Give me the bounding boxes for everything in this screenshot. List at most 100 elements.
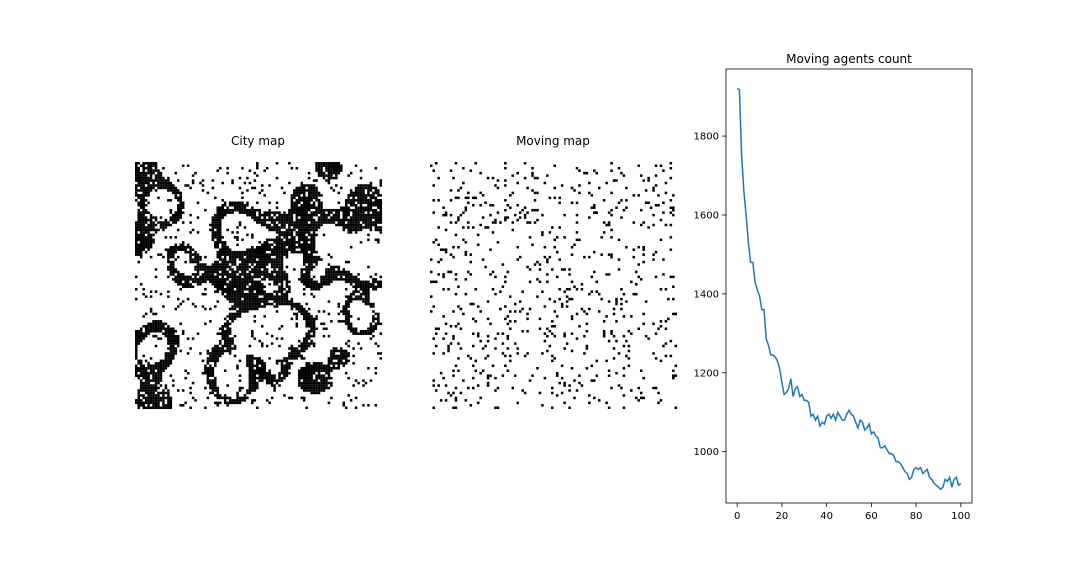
grid-cell bbox=[285, 297, 289, 301]
grid-cell bbox=[152, 334, 155, 338]
grid-cell bbox=[152, 371, 155, 375]
grid-cell bbox=[430, 164, 433, 167]
grid-cell bbox=[280, 280, 284, 284]
grid-cell bbox=[228, 295, 232, 298]
grid-cell bbox=[246, 258, 249, 261]
grid-cell bbox=[302, 287, 306, 291]
grid-cell bbox=[214, 386, 217, 390]
grid-cell bbox=[142, 292, 145, 296]
grid-cell bbox=[672, 208, 675, 212]
grid-cell bbox=[327, 374, 331, 377]
grid-cell bbox=[211, 389, 215, 392]
grid-cell bbox=[302, 317, 306, 321]
grid-cell bbox=[575, 221, 579, 224]
grid-cell bbox=[379, 213, 383, 217]
grid-cell bbox=[347, 312, 350, 316]
grid-cell bbox=[251, 307, 254, 311]
grid-cell bbox=[335, 273, 338, 276]
grid-cell bbox=[302, 376, 306, 380]
grid-cell bbox=[317, 362, 321, 365]
grid-cell bbox=[449, 199, 453, 202]
grid-cell bbox=[260, 292, 264, 296]
grid-cell bbox=[241, 283, 244, 286]
grid-cell bbox=[474, 162, 477, 165]
grid-cell bbox=[258, 362, 262, 365]
grid-cell bbox=[204, 322, 207, 326]
grid-cell bbox=[218, 206, 222, 209]
grid-cell bbox=[221, 243, 224, 247]
grid-cell bbox=[538, 317, 542, 321]
grid-cell bbox=[196, 278, 200, 281]
grid-cell bbox=[216, 401, 220, 405]
grid-cell bbox=[642, 179, 645, 182]
grid-cell bbox=[218, 283, 222, 286]
grid-cell bbox=[295, 194, 299, 197]
grid-cell bbox=[283, 273, 286, 276]
grid-cell bbox=[149, 325, 153, 328]
grid-cell bbox=[593, 206, 596, 209]
grid-cell bbox=[172, 270, 175, 274]
grid-cell bbox=[144, 391, 148, 395]
grid-cell bbox=[137, 213, 140, 217]
grid-cell bbox=[285, 273, 289, 276]
grid-cell bbox=[176, 337, 180, 340]
grid-cell bbox=[364, 302, 368, 306]
grid-cell bbox=[221, 268, 224, 271]
grid-cell bbox=[285, 278, 289, 281]
grid-cell bbox=[342, 352, 345, 355]
grid-cell bbox=[654, 386, 658, 390]
grid-cell bbox=[298, 352, 301, 355]
grid-cell bbox=[248, 362, 252, 365]
grid-cell bbox=[469, 253, 473, 256]
grid-cell bbox=[474, 369, 477, 372]
grid-cell bbox=[211, 280, 215, 284]
grid-cell bbox=[342, 211, 345, 214]
grid-cell bbox=[439, 371, 443, 375]
grid-cell bbox=[307, 278, 311, 281]
grid-cell bbox=[300, 228, 304, 232]
grid-cell bbox=[260, 325, 264, 328]
grid-cell bbox=[506, 369, 510, 372]
grid-cell bbox=[543, 255, 547, 259]
grid-cell bbox=[174, 194, 178, 197]
grid-cell bbox=[315, 206, 318, 209]
grid-cell bbox=[159, 391, 163, 395]
grid-cell bbox=[558, 258, 561, 261]
grid-cell bbox=[452, 245, 455, 249]
grid-cell bbox=[265, 292, 269, 296]
grid-cell bbox=[142, 199, 145, 202]
grid-cell bbox=[221, 216, 224, 219]
grid-cell bbox=[253, 376, 257, 380]
grid-cell bbox=[137, 253, 140, 256]
grid-cell bbox=[315, 317, 318, 321]
grid-cell bbox=[533, 263, 537, 266]
grid-cell bbox=[283, 253, 286, 256]
grid-cell bbox=[253, 364, 257, 368]
grid-cell bbox=[526, 352, 529, 355]
grid-cell bbox=[285, 228, 289, 232]
grid-cell bbox=[285, 300, 289, 303]
grid-cell bbox=[555, 374, 559, 377]
grid-cell bbox=[248, 297, 252, 301]
grid-cell bbox=[362, 194, 365, 197]
grid-cell bbox=[317, 216, 321, 219]
grid-cell bbox=[263, 265, 266, 269]
grid-cell bbox=[191, 381, 195, 385]
grid-cell bbox=[253, 292, 257, 296]
grid-cell bbox=[332, 352, 336, 355]
grid-cell bbox=[228, 265, 232, 269]
grid-cell bbox=[149, 396, 153, 400]
grid-cell bbox=[149, 164, 153, 167]
grid-cell bbox=[209, 359, 212, 363]
grid-cell bbox=[221, 260, 224, 264]
grid-cell bbox=[149, 386, 153, 390]
grid-cell bbox=[546, 260, 549, 264]
grid-cell bbox=[223, 287, 227, 291]
grid-cell bbox=[344, 357, 348, 360]
grid-cell bbox=[620, 297, 623, 301]
grid-cell bbox=[315, 199, 318, 202]
grid-cell bbox=[157, 171, 160, 175]
grid-cell bbox=[265, 211, 269, 214]
grid-cell bbox=[642, 221, 645, 224]
grid-cell bbox=[494, 406, 497, 410]
